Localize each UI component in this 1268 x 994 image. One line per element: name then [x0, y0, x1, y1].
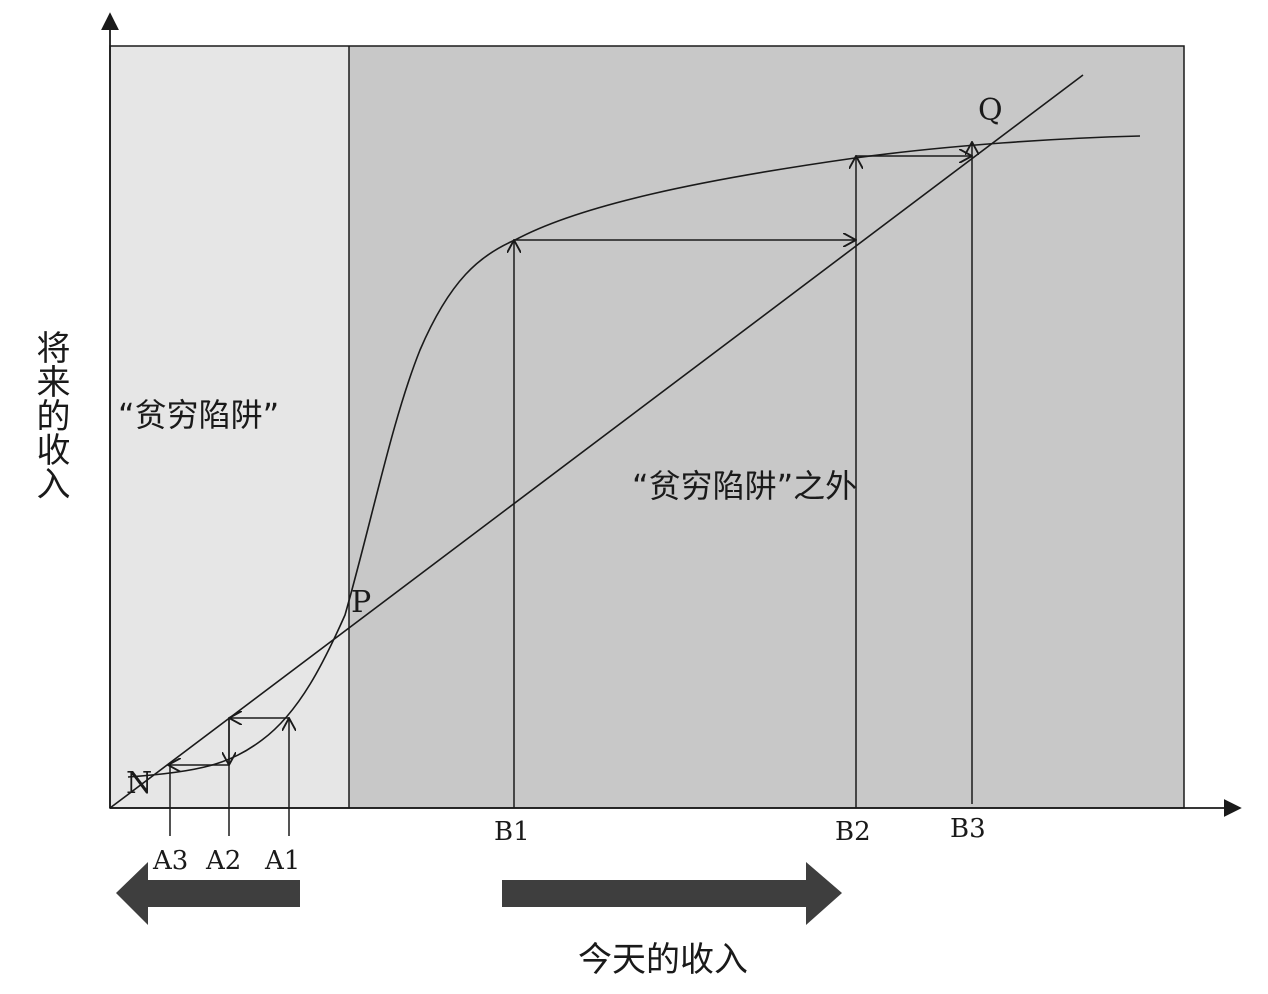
- diagonal-45-line: [109, 74, 1084, 809]
- tick-b3-label: B3: [950, 814, 986, 844]
- point-q-label: Q: [978, 93, 1003, 128]
- left-block-arrow: [116, 862, 300, 925]
- tick-a2-label: A2: [205, 846, 241, 876]
- point-n-label: N: [126, 766, 152, 801]
- poverty-trap-label: “贫穷陷阱”: [118, 396, 279, 434]
- outside-trap-label: “贫穷陷阱”之外: [632, 467, 857, 505]
- tick-a3-label: A3: [152, 846, 188, 876]
- point-p-label: P: [351, 585, 371, 620]
- outside-trap-region: [349, 46, 1184, 808]
- y-axis-label: 将来的收入: [30, 330, 70, 500]
- poverty-trap-region: [110, 46, 349, 808]
- tick-b2-label: B2: [835, 817, 871, 847]
- right-block-arrow: [502, 862, 842, 925]
- x-axis-label: 今天的收入: [578, 940, 748, 980]
- tick-b1-label: B1: [494, 817, 530, 847]
- tick-a1-label: A1: [264, 846, 300, 876]
